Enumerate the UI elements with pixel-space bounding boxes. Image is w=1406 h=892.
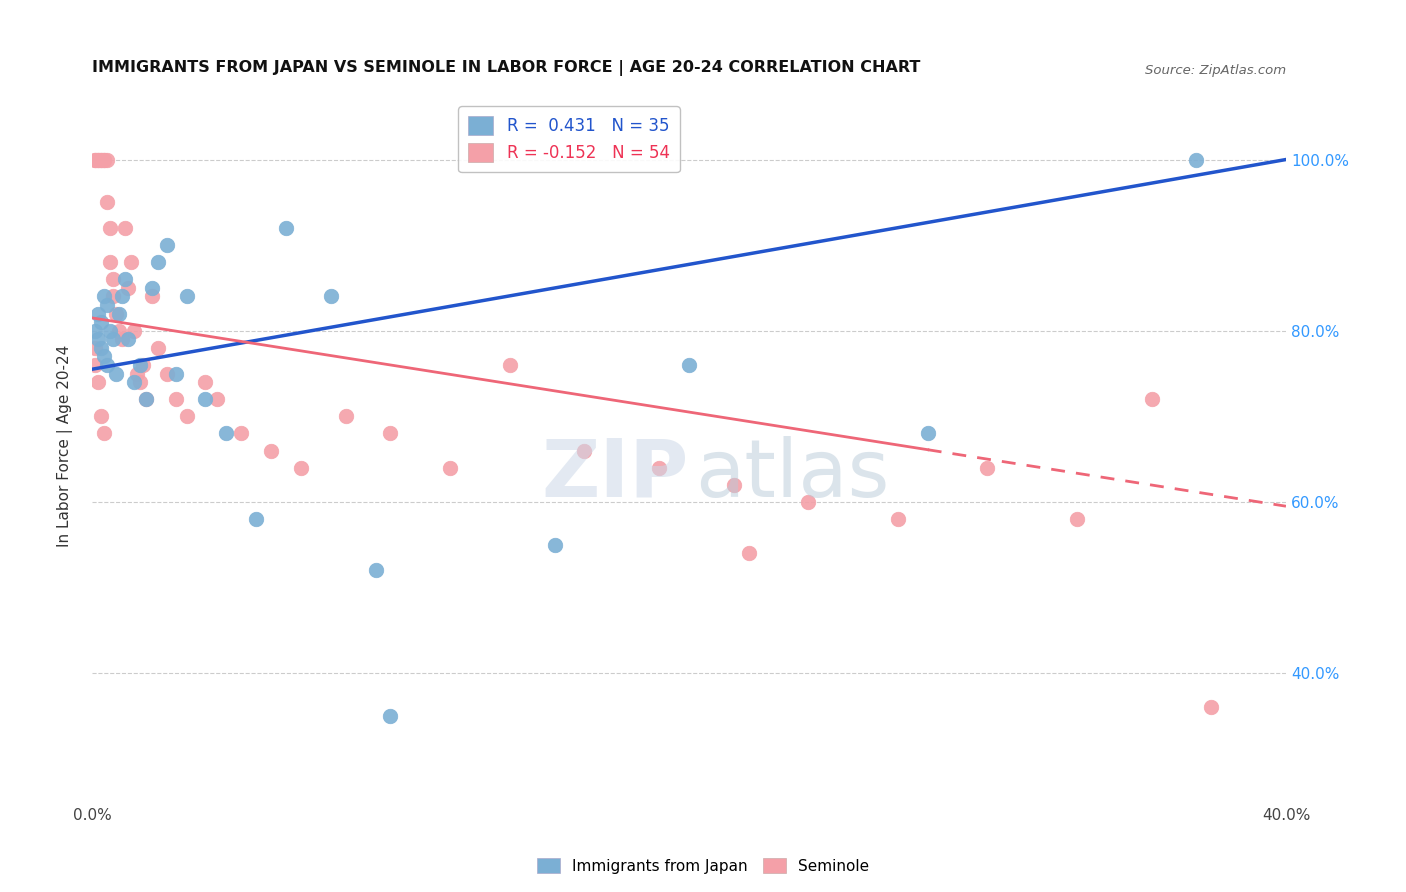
Point: [104, 367, 127, 381]
Point: [84, 153, 107, 167]
Point: [648, 460, 671, 475]
Point: [90, 153, 112, 167]
Point: [128, 358, 150, 372]
Point: [93, 153, 115, 167]
Point: [90, 153, 112, 167]
Point: [194, 392, 217, 407]
Point: [120, 255, 142, 269]
Point: [90, 341, 112, 355]
Point: [135, 392, 157, 407]
Point: [104, 307, 127, 321]
Point: [131, 358, 153, 372]
Point: [98, 255, 121, 269]
Point: [887, 512, 910, 526]
Text: atlas: atlas: [695, 435, 889, 514]
Point: [93, 426, 115, 441]
Point: [87, 307, 110, 321]
Point: [176, 409, 198, 424]
Point: [917, 426, 939, 441]
Point: [146, 255, 169, 269]
Point: [117, 332, 139, 346]
Point: [101, 289, 124, 303]
Text: IMMIGRANTS FROM JAPAN VS SEMINOLE IN LABOR FORCE | AGE 20-24 CORRELATION CHART: IMMIGRANTS FROM JAPAN VS SEMINOLE IN LAB…: [91, 60, 921, 76]
Point: [128, 375, 150, 389]
Text: ZIP: ZIP: [541, 435, 689, 514]
Point: [1201, 700, 1223, 714]
Legend: Immigrants from Japan, Seminole: Immigrants from Japan, Seminole: [530, 852, 876, 880]
Point: [574, 443, 596, 458]
Point: [114, 221, 136, 235]
Point: [439, 460, 461, 475]
Point: [117, 281, 139, 295]
Point: [87, 153, 110, 167]
Point: [107, 307, 129, 321]
Point: [1140, 392, 1163, 407]
Text: Source: ZipAtlas.com: Source: ZipAtlas.com: [1144, 64, 1286, 77]
Point: [111, 332, 134, 346]
Point: [380, 709, 402, 723]
Point: [111, 289, 134, 303]
Point: [96, 195, 118, 210]
Point: [90, 315, 112, 329]
Point: [93, 350, 115, 364]
Point: [155, 367, 177, 381]
Point: [87, 332, 110, 346]
Point: [114, 272, 136, 286]
Point: [231, 426, 253, 441]
Point: [543, 538, 565, 552]
Point: [87, 153, 110, 167]
Point: [976, 460, 998, 475]
Point: [98, 221, 121, 235]
Point: [165, 367, 187, 381]
Point: [141, 281, 163, 295]
Point: [135, 392, 157, 407]
Point: [84, 341, 107, 355]
Point: [141, 289, 163, 303]
Point: [146, 341, 169, 355]
Point: [245, 512, 267, 526]
Point: [319, 289, 342, 303]
Point: [260, 443, 283, 458]
Y-axis label: In Labor Force | Age 20-24: In Labor Force | Age 20-24: [58, 345, 73, 548]
Point: [1185, 153, 1208, 167]
Point: [155, 238, 177, 252]
Point: [96, 153, 118, 167]
Legend: R =  0.431   N = 35, R = -0.152   N = 54: R = 0.431 N = 35, R = -0.152 N = 54: [458, 106, 681, 172]
Point: [122, 375, 145, 389]
Point: [84, 153, 107, 167]
Point: [101, 332, 124, 346]
Point: [122, 324, 145, 338]
Point: [274, 221, 297, 235]
Point: [101, 272, 124, 286]
Point: [335, 409, 357, 424]
Point: [93, 289, 115, 303]
Point: [215, 426, 238, 441]
Point: [207, 392, 229, 407]
Point: [84, 358, 107, 372]
Point: [723, 478, 745, 492]
Point: [364, 563, 387, 577]
Point: [1066, 512, 1088, 526]
Point: [84, 324, 107, 338]
Point: [678, 358, 700, 372]
Point: [165, 392, 187, 407]
Point: [98, 324, 121, 338]
Point: [194, 375, 217, 389]
Point: [499, 358, 522, 372]
Point: [107, 324, 129, 338]
Point: [290, 460, 312, 475]
Point: [96, 298, 118, 312]
Point: [93, 153, 115, 167]
Point: [380, 426, 402, 441]
Point: [176, 289, 198, 303]
Point: [96, 358, 118, 372]
Point: [797, 495, 820, 509]
Point: [87, 375, 110, 389]
Point: [737, 546, 759, 560]
Point: [90, 409, 112, 424]
Point: [125, 367, 148, 381]
